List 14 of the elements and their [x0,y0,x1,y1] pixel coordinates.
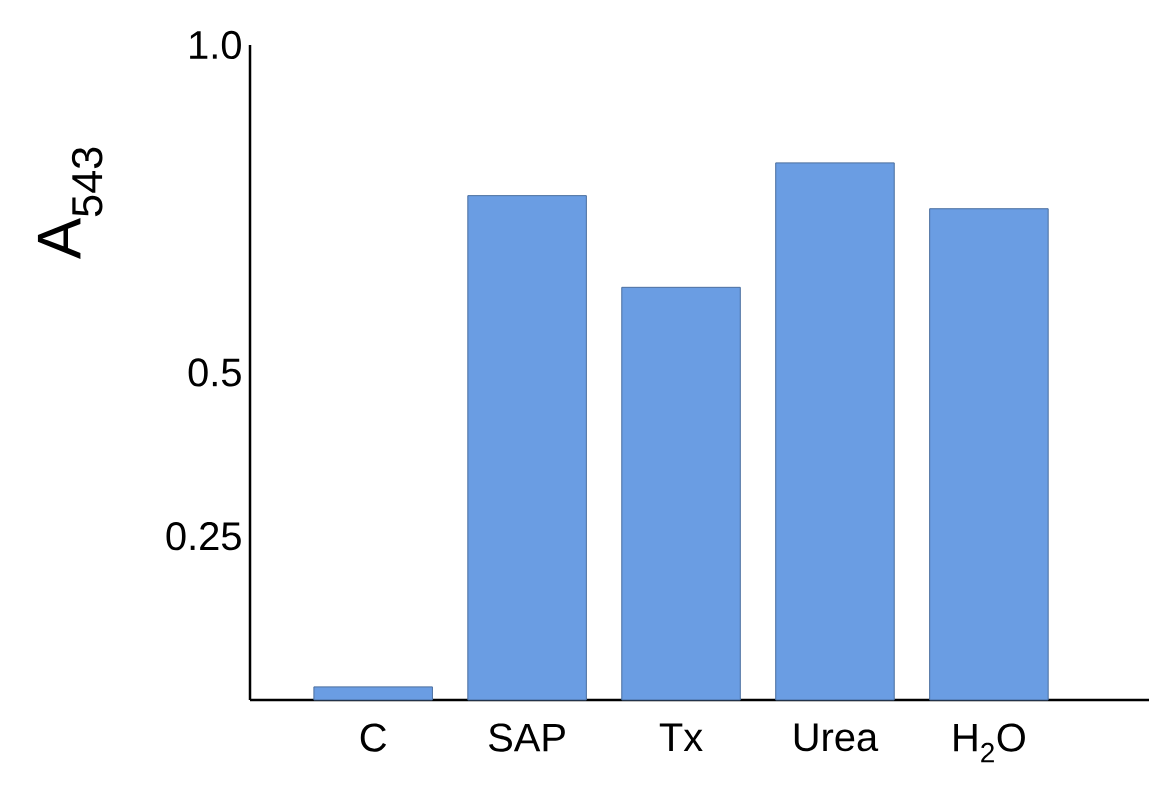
bar [775,162,895,701]
bar [313,686,433,701]
x-tick-label: Tx [659,723,703,751]
y-tick-label: 1.0 [190,30,241,60]
bar [929,208,1049,701]
y-axis-title: A$_{543}$ [37,147,103,259]
x-tick-label: H$_{2}$O [954,723,1025,763]
bar [621,286,741,701]
x-tick-label: C [360,723,387,752]
bar [467,195,587,701]
x-tick-label: SAP [489,723,565,752]
y-tick-label: 0.5 [188,358,241,387]
x-tick-label: Urea [794,723,879,752]
y-tick-label: 0.25 [166,522,241,551]
